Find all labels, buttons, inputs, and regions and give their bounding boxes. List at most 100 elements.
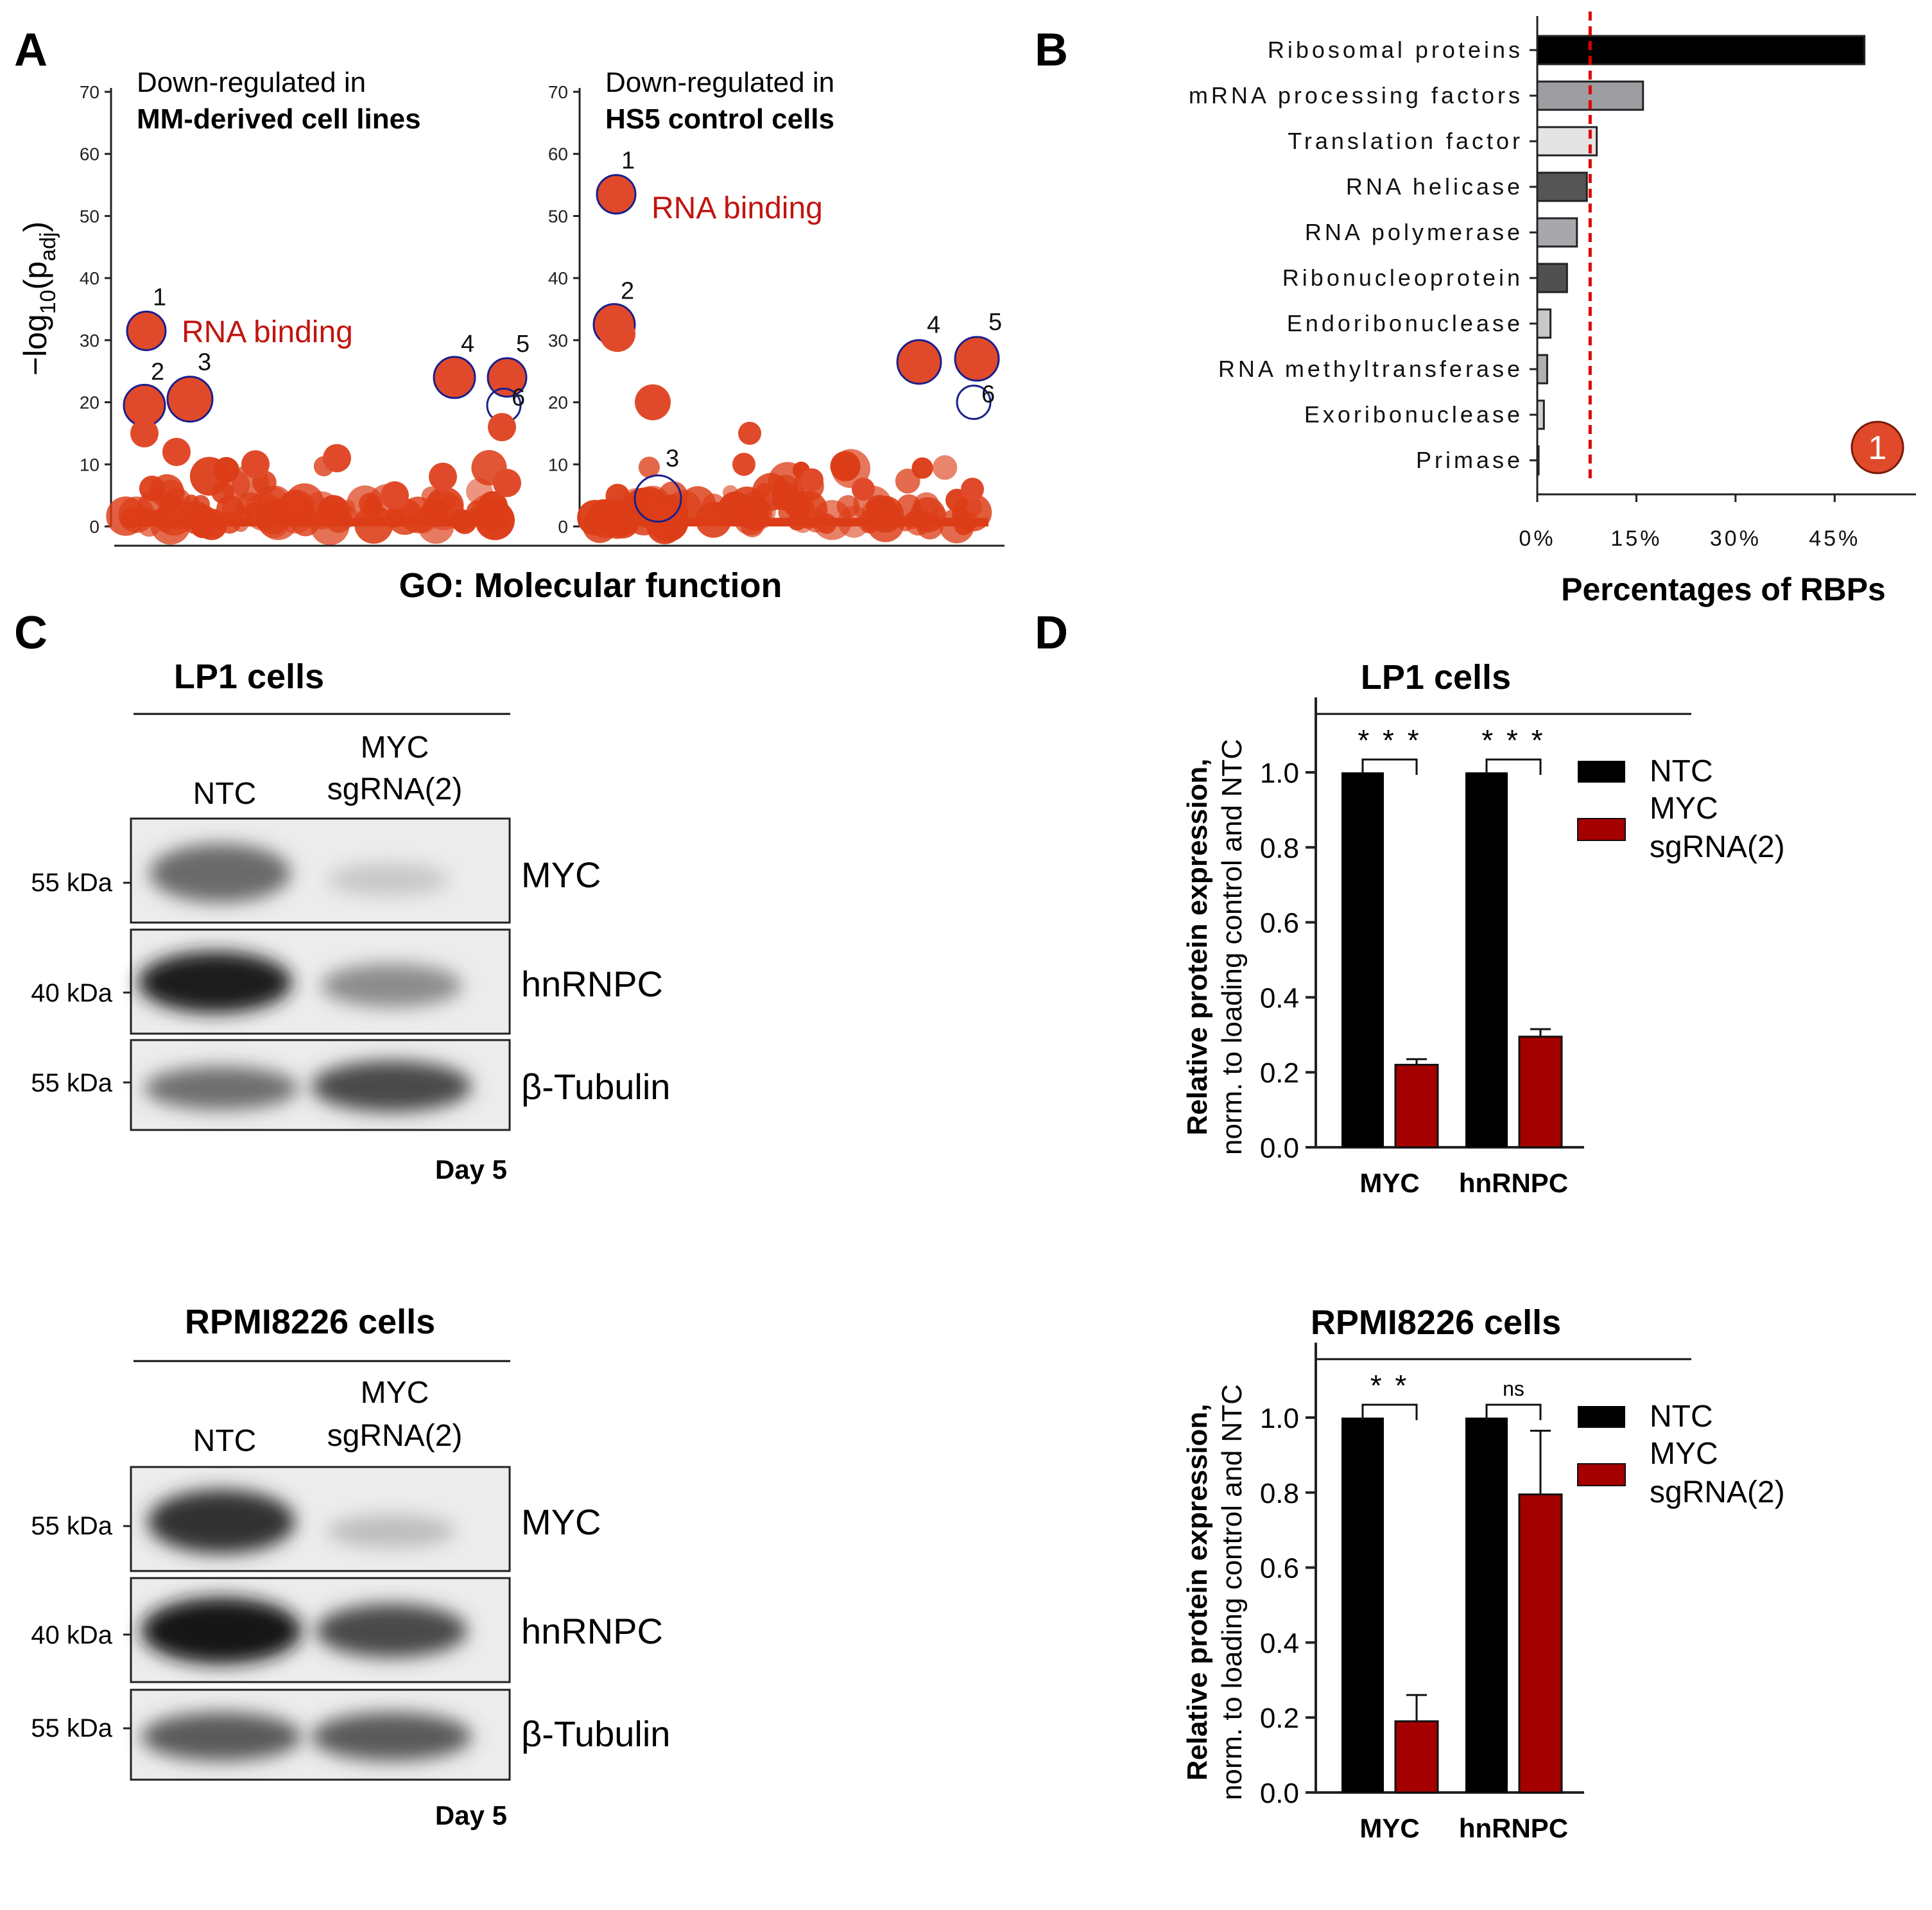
panel-a-left-annotation: RNA binding [182,315,353,349]
category-label: mRNA processing factors [1189,82,1523,109]
y-tick-label: 0.2 [1260,1057,1299,1089]
y-tick-label: 60 [548,144,568,164]
protein-label-hnrnpc: hnRNPC [521,964,663,1004]
go-term-point [162,437,191,466]
point-label: 2 [621,278,634,305]
panel-b-badge-label: 1 [1868,430,1887,467]
panel-a: A −log10(padj) Down-regulated in MM-deri… [14,24,1005,605]
x-tick-label: hnRNPC [1459,1813,1568,1843]
category-label: Ribosomal proteins [1268,37,1523,63]
legend-swatch-myc-sgrna [1577,818,1626,841]
go-term-point [157,480,185,508]
x-tick-label: MYC [1359,1168,1419,1198]
protein-label-tubulin: β-Tubulin [521,1714,670,1754]
panel-a-left-plot: Down-regulated in MM-derived cell lines … [80,67,530,546]
x-tick-label: 45% [1809,526,1860,551]
y-tick-label: 0.4 [1260,982,1299,1014]
significance-bracket [1485,758,1542,775]
x-tick-label: 0% [1519,526,1555,551]
day-label: Day 5 [435,1800,507,1830]
go-term-point [258,485,293,519]
y-tick-label: 0.6 [1260,1553,1299,1584]
y-tick-label: 0.0 [1260,1133,1299,1164]
x-tick-label: MYC [1359,1813,1419,1843]
western-blot-rpmi8226: RPMI8226 cells NTC MYC sgRNA(2) 55 kDa [31,1303,670,1830]
point-label: 4 [461,331,474,358]
go-term-point [599,316,635,352]
y-tick-label: 40 [548,268,568,288]
x-tick-label: 15% [1610,526,1662,551]
panel-b-xlabel: Percentages of RBPs [1561,571,1886,607]
bar-myc-sgrna [1518,1036,1563,1149]
point-label: 5 [988,309,1002,336]
blot-title: LP1 cells [174,657,324,696]
protein-label-myc: MYC [521,1502,601,1542]
y-tick-label: 0.0 [1260,1778,1299,1809]
go-term-point [323,444,351,473]
legend-label-sgrna: sgRNA(2) [1650,830,1785,864]
y-tick-label: 0.6 [1260,908,1299,939]
category-label: Translation factor [1288,128,1523,154]
protein-label-tubulin: β-Tubulin [521,1066,670,1107]
point-label: 3 [666,445,679,472]
go-term-point-labeled [956,385,992,421]
category-label: RNA polymerase [1305,219,1523,245]
significance-label: ns [1503,1377,1524,1400]
lane-label-ntc: NTC [193,777,257,811]
bar [1536,217,1578,248]
significance-label: * * [1370,1369,1410,1402]
go-term-point-labeled [896,339,942,385]
panel-a-right-plot: Down-regulated in HS5 control cells RNA … [548,67,1002,544]
y-tick-label: 1.0 [1260,1403,1299,1434]
kda-label: 55 kDa [31,1714,112,1742]
go-term-point-labeled [596,174,637,215]
bar [1536,445,1540,476]
chart-title: LP1 cells [1361,658,1511,697]
panel-a-right-annotation: RNA binding [651,191,823,225]
point-label: 1 [153,284,166,311]
panel-b: B Ribosomal proteins mRNA processing fact… [1035,12,1916,607]
go-term-point-labeled [166,376,214,423]
bar-ntc [1465,772,1508,1147]
day-label: Day 5 [435,1154,507,1185]
go-term-point [738,421,761,445]
go-term-point [932,506,947,521]
category-label: RNA methyltransferase [1218,356,1523,382]
panel-d: D LP1 cells 0.0 0.2 0.4 0.6 0.8 1.0 MYC * * * hnR… [1035,607,1785,1843]
panel-d-letter: D [1035,607,1068,659]
go-term-point [639,489,664,515]
point-label: 6 [981,381,995,408]
protein-label-myc: MYC [521,855,601,895]
blot-strip-hnrnpc [130,928,511,1035]
bar [1536,308,1552,339]
go-term-point [341,499,356,514]
point-label: 1 [621,148,635,175]
bar [1536,35,1866,65]
panel-a-letter: A [14,24,47,76]
panel-a-right-title-line2: HS5 control cells [605,103,834,135]
panel-a-xlabel: GO: Molecular function [399,566,782,605]
go-term-point [381,481,409,510]
go-term-point-labeled [433,356,476,399]
significance-bracket [1361,1403,1418,1420]
panel-b-letter: B [1035,24,1068,76]
kda-label: 40 kDa [31,979,112,1007]
y-tick-label: 0 [558,517,568,537]
go-term-point [895,468,920,494]
panel-d-top-chart: LP1 cells 0.0 0.2 0.4 0.6 0.8 1.0 MYC * * * hnRNP… [1182,658,1785,1198]
legend-label-sgrna: sgRNA(2) [1650,1475,1785,1509]
western-blot-lp1: LP1 cells NTC MYC sgRNA(2) 55 kDa 40 k [31,657,670,1185]
y-tick-label: 50 [548,206,568,226]
go-term-point [768,462,807,501]
go-term-point [852,477,875,501]
y-tick-label: 40 [80,268,99,288]
go-term-point-labeled [487,357,528,398]
significance-bracket [1361,758,1418,775]
dense-point-band [122,517,510,526]
panel-a-left-title-line2: MM-derived cell lines [137,103,421,135]
y-tick-label: 70 [548,82,568,102]
go-term-point [191,495,210,514]
kda-label: 55 kDa [31,1069,112,1097]
legend-label-myc: MYC [1650,792,1718,826]
y-tick-label: 70 [80,82,99,102]
